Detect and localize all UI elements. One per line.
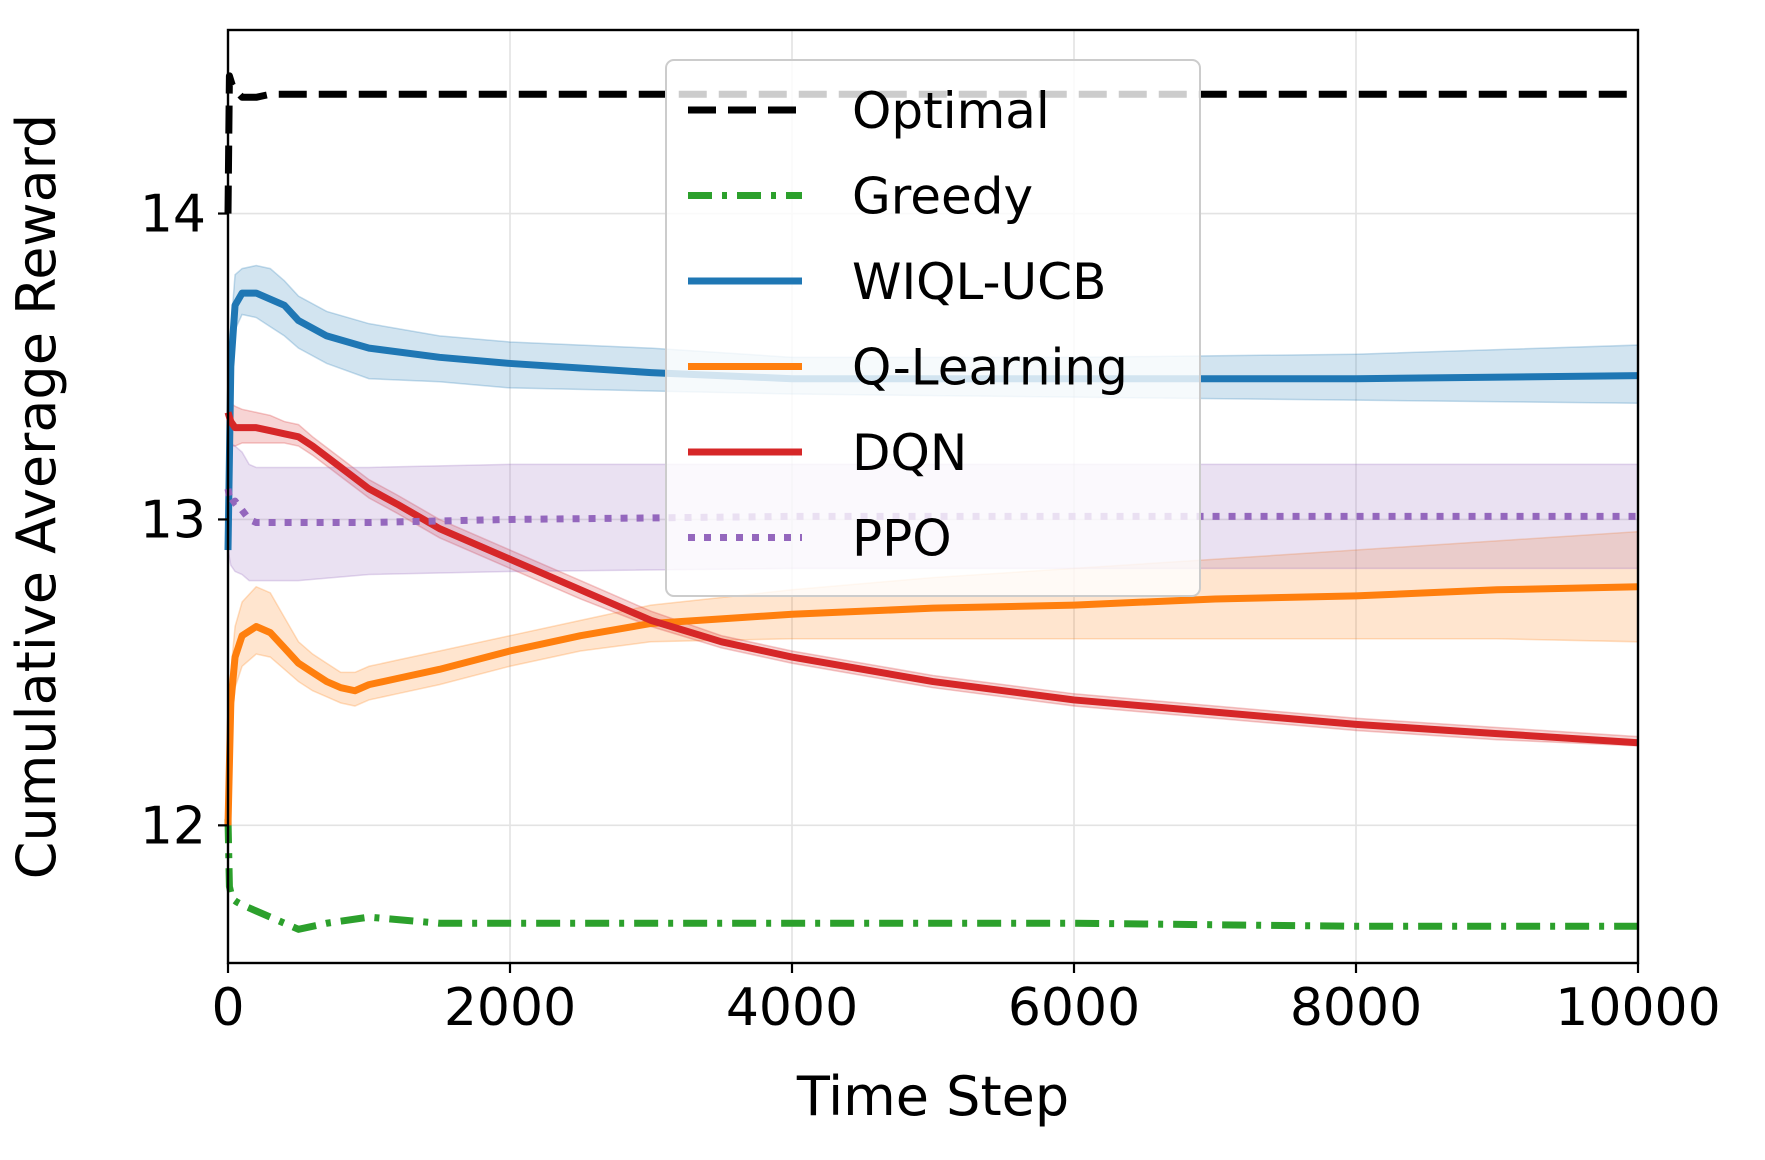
series-line-dqn xyxy=(224,411,1639,747)
legend-label-optimal: Optimal xyxy=(852,82,1050,140)
legend-label-greedy: Greedy xyxy=(852,168,1033,226)
x-tick-label: 10000 xyxy=(1555,978,1720,1038)
plot-frame xyxy=(226,28,1640,965)
x-tick-label: 4000 xyxy=(726,978,858,1038)
series-line-q-learning xyxy=(224,583,1639,826)
legend-label-wiql-ucb: WIQL-UCB xyxy=(852,253,1106,311)
x-tick-label: 0 xyxy=(211,978,244,1038)
x-tick-label: 8000 xyxy=(1290,978,1422,1038)
y-tick-label: 12 xyxy=(140,796,206,856)
legend: Optimal Greedy WIQL-UCB Q-Learning DQN PPO xyxy=(665,59,1201,597)
y-tick-label: 13 xyxy=(140,490,206,550)
series-line-greedy xyxy=(224,819,1638,933)
axis-ticks: 0 2000 4000 6000 8000 10000 12 13 14 xyxy=(140,185,1721,1038)
y-tick-label: 14 xyxy=(140,185,206,245)
x-tick-label: 2000 xyxy=(444,978,576,1038)
y-axis-label: Cumulative Average Reward xyxy=(5,114,68,879)
legend-label-ppo: PPO xyxy=(852,510,952,568)
x-axis-label: Time Step xyxy=(796,1065,1069,1128)
x-tick-label: 6000 xyxy=(1008,978,1140,1038)
legend-label-q-learning: Q-Learning xyxy=(852,339,1128,397)
legend-label-dqn: DQN xyxy=(852,424,967,482)
